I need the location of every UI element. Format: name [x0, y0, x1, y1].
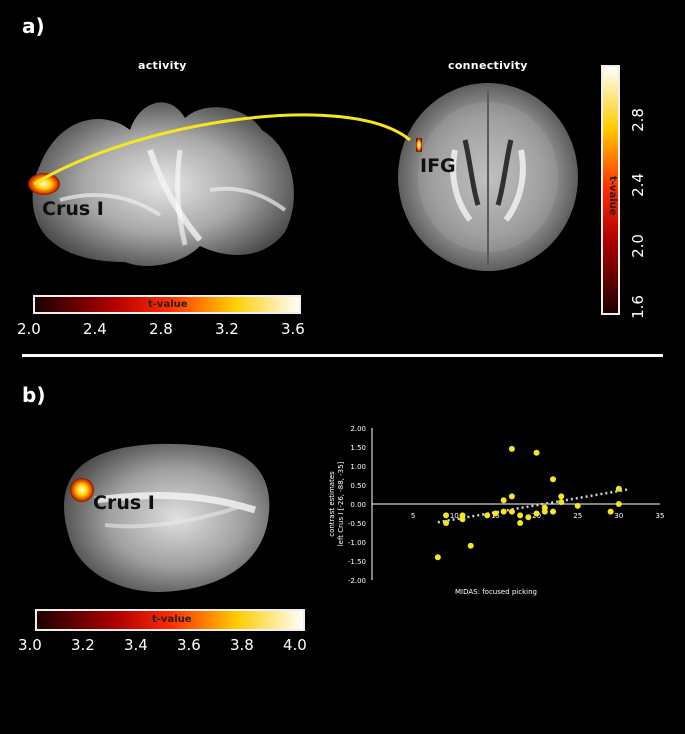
- x-tick-label: 35: [656, 512, 665, 520]
- axial-brain-image: [398, 83, 578, 271]
- data-point: [615, 485, 622, 492]
- y-tick-label: -1.00: [348, 539, 366, 547]
- connectivity-curve: [33, 113, 411, 186]
- panel-b-tick: 3.8: [230, 636, 254, 654]
- activity-colorbar: [33, 295, 301, 314]
- y-axis-label: left Crus I [-26, -88, -35]: [337, 461, 345, 546]
- x-tick-label: 5: [411, 512, 415, 520]
- activity-tick: 2.8: [149, 320, 173, 338]
- data-point: [550, 476, 557, 483]
- data-point: [508, 493, 515, 500]
- panel-b-tick: 3.6: [177, 636, 201, 654]
- panel-b-image: [35, 443, 305, 631]
- y-tick-label: -2.00: [348, 577, 366, 585]
- region-label-crus1-a: Crus I: [42, 198, 104, 220]
- y-tick-label: 1.00: [350, 463, 366, 471]
- connectivity-tick: 2.8: [628, 108, 647, 132]
- panel-b-tick: 3.4: [124, 636, 148, 654]
- activity-tick: 2.4: [83, 320, 107, 338]
- y-tick-label: 0.00: [350, 501, 366, 509]
- data-point: [525, 514, 532, 521]
- connectivity-title: connectivity: [448, 59, 528, 72]
- data-point: [434, 554, 441, 561]
- y-tick-label: 0.50: [350, 482, 366, 490]
- x-tick-label: 30: [614, 512, 623, 520]
- data-point: [541, 508, 548, 515]
- activity-tick: 2.0: [17, 320, 41, 338]
- y-axis-label: contrast estimates: [328, 471, 336, 537]
- data-point: [517, 512, 524, 519]
- activity-colorbar-title: t-value: [148, 299, 188, 310]
- y-tick-label: 1.50: [350, 444, 366, 452]
- panel-b-colorbar-title: t-value: [152, 614, 192, 625]
- trend-line: [437, 488, 628, 524]
- y-tick-label: -1.50: [348, 558, 366, 566]
- x-tick-label: 10: [450, 512, 459, 520]
- x-tick-label: 25: [573, 512, 582, 520]
- data-point: [443, 512, 450, 519]
- connectivity-colorbar-title: t-value: [607, 176, 618, 216]
- activity-tick: 3.6: [281, 320, 305, 338]
- data-point: [558, 493, 565, 500]
- data-point: [574, 502, 581, 509]
- data-point: [500, 508, 507, 515]
- activity-colorbar-ticks: 2.0 2.4 2.8 3.2 3.6: [14, 320, 314, 340]
- connectivity-tick: 2.4: [628, 173, 647, 197]
- data-point: [533, 449, 540, 456]
- cerebellum-coronal-image: [28, 102, 294, 267]
- panel-b-tick: 4.0: [283, 636, 307, 654]
- data-point: [607, 508, 614, 515]
- connectivity-colorbar: [601, 65, 620, 315]
- panel-b-colorbar-ticks: 3.0 3.2 3.4 3.6 3.8 4.0: [18, 636, 338, 656]
- y-tick-label: -0.50: [348, 520, 366, 528]
- panel-divider: [22, 354, 663, 357]
- data-point: [508, 508, 515, 515]
- x-axis-label: MIDAS: focused picking: [455, 588, 537, 596]
- data-point: [550, 508, 557, 515]
- scatter-chart: 2.00 1.50 1.00 0.50 0.00 -0.50 -1.00 -1.50 -2.00…: [328, 425, 665, 596]
- region-label-ifg: IFG: [420, 155, 456, 177]
- data-point: [492, 510, 499, 517]
- activity-tick: 3.2: [215, 320, 239, 338]
- data-point: [443, 520, 450, 526]
- data-point: [484, 512, 491, 519]
- data-point: [533, 510, 540, 517]
- data-point: [500, 497, 507, 504]
- data-point: [459, 512, 466, 519]
- panel-b-colorbar: [35, 609, 305, 631]
- connectivity-tick: 2.0: [628, 234, 647, 258]
- connectivity-tick: 1.6: [628, 295, 647, 319]
- panel-a-images: [28, 65, 620, 315]
- panel-b-tick: 3.2: [71, 636, 95, 654]
- y-tick-label: 2.00: [350, 425, 366, 433]
- data-point: [508, 445, 515, 452]
- data-point: [467, 542, 474, 549]
- panel-a-label: a): [22, 14, 45, 38]
- data-point: [558, 499, 565, 506]
- data-point: [517, 520, 524, 526]
- data-point: [615, 501, 622, 507]
- panel-b-tick: 3.0: [18, 636, 42, 654]
- activity-title: activity: [138, 59, 187, 72]
- region-label-crus1-b: Crus I: [93, 492, 155, 514]
- panel-b-label: b): [22, 383, 46, 407]
